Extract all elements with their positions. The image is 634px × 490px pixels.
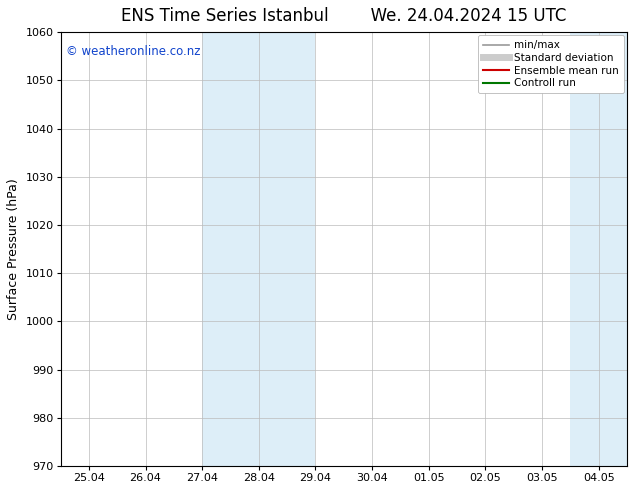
Legend: min/max, Standard deviation, Ensemble mean run, Controll run: min/max, Standard deviation, Ensemble me… [477,35,624,94]
Y-axis label: Surface Pressure (hPa): Surface Pressure (hPa) [7,178,20,320]
Bar [202,32,231,466]
Bar [287,32,316,466]
Bar [571,32,598,466]
Bar [231,32,287,466]
Text: © weatheronline.co.nz: © weatheronline.co.nz [66,45,201,58]
Bar [598,32,627,466]
Title: ENS Time Series Istanbul        We. 24.04.2024 15 UTC: ENS Time Series Istanbul We. 24.04.2024 … [121,7,567,25]
